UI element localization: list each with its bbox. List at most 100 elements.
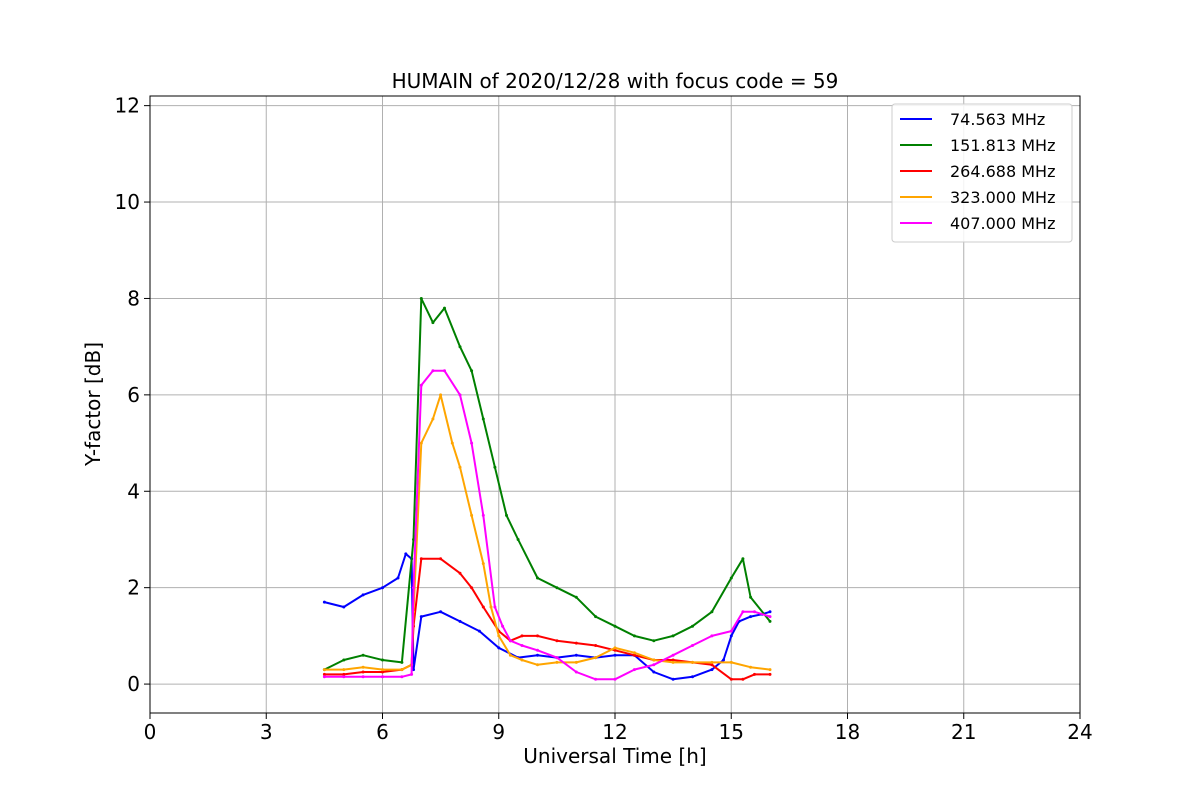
series-4-point xyxy=(710,660,714,664)
series-5-point xyxy=(361,675,365,679)
legend-label: 151.813 MHz xyxy=(950,136,1055,155)
x-axis-label: Universal Time [h] xyxy=(523,744,706,768)
series-2-point xyxy=(691,624,694,628)
series-4-point xyxy=(431,417,435,421)
series-1-point xyxy=(381,586,384,590)
series-3-point xyxy=(729,677,733,681)
series-2-point xyxy=(412,538,415,541)
series-5-point xyxy=(691,644,694,647)
series-3-point xyxy=(671,658,675,662)
series-2-point xyxy=(536,576,539,580)
y-axis-label: Y-factor [dB] xyxy=(81,342,105,467)
series-5-point xyxy=(400,675,404,679)
series-5-point xyxy=(381,675,384,679)
series-5-point xyxy=(508,639,512,643)
series-5-point xyxy=(520,644,524,647)
x-tick-label: 12 xyxy=(602,720,627,744)
y-tick-label: 6 xyxy=(127,383,140,407)
series-2-point xyxy=(493,465,497,469)
series-5-point xyxy=(753,610,756,614)
series-3-point xyxy=(381,670,384,674)
series-1-point xyxy=(768,610,772,614)
series-5-point xyxy=(443,369,446,373)
series-2-point xyxy=(361,653,365,657)
series-5-point xyxy=(501,624,505,628)
series-3-point xyxy=(753,672,756,676)
series-1-point xyxy=(396,576,400,580)
series-1-point xyxy=(652,670,656,674)
series-4-point xyxy=(458,465,462,469)
series-4-point xyxy=(322,668,326,672)
series-4-point xyxy=(342,668,346,672)
series-3-point xyxy=(741,677,745,681)
series-line-1 xyxy=(324,552,771,681)
series-3-point xyxy=(768,672,772,676)
series-1-point xyxy=(342,605,346,609)
series-1-point xyxy=(458,619,462,623)
series-3-point xyxy=(520,634,524,638)
series-3-point xyxy=(419,557,423,561)
chart-legend: 74.563 MHz 151.813 MHz 264.688 MHz 323.000 … xyxy=(891,103,1073,243)
series-4-point xyxy=(400,668,404,672)
y-tick-label: 4 xyxy=(127,479,140,503)
series-5-point xyxy=(458,393,462,397)
series-1-point xyxy=(477,629,481,633)
series-2-point xyxy=(381,658,384,662)
series-4-point xyxy=(594,656,598,660)
series-4-point xyxy=(450,441,454,445)
y-tick-label: 8 xyxy=(127,286,140,310)
series-2-point xyxy=(710,610,714,614)
data-series xyxy=(322,297,772,681)
series-3-point xyxy=(555,639,559,643)
series-3-point xyxy=(594,644,598,647)
series-2-point xyxy=(400,660,404,664)
series-1-point xyxy=(671,677,675,681)
series-3-point xyxy=(632,653,636,657)
series-2-point xyxy=(652,639,656,643)
series-3-point xyxy=(574,641,578,645)
series-5-point xyxy=(493,605,497,609)
series-3-point xyxy=(439,557,443,561)
y-tick-label: 0 xyxy=(127,672,140,696)
series-2-point xyxy=(555,586,559,590)
series-3-point xyxy=(322,672,326,676)
series-4-point xyxy=(729,660,733,664)
series-4-point xyxy=(749,665,753,669)
series-2-point xyxy=(516,538,520,541)
series-2-point xyxy=(671,634,675,638)
series-2-point xyxy=(481,417,485,421)
series-3-point xyxy=(361,670,365,674)
series-5-point xyxy=(671,653,675,657)
series-1-point xyxy=(729,634,733,638)
legend-label: 323.000 MHz xyxy=(950,188,1055,207)
y-tick-label: 2 xyxy=(127,576,140,600)
series-5-point xyxy=(481,513,485,517)
series-5-point xyxy=(741,610,745,614)
series-3-point xyxy=(470,586,474,590)
series-1-point xyxy=(497,646,501,650)
x-tick-label: 3 xyxy=(260,720,273,744)
series-1-point xyxy=(419,615,423,619)
series-5-point xyxy=(322,675,326,679)
series-1-point xyxy=(412,668,415,672)
series-5-point xyxy=(632,668,636,672)
series-5-point xyxy=(412,586,415,590)
series-2-point xyxy=(431,321,435,325)
x-tick-label: 18 xyxy=(835,720,860,744)
legend-label: 407.000 MHz xyxy=(950,214,1055,233)
series-1-point xyxy=(439,610,443,614)
series-1-point xyxy=(404,552,408,556)
series-3-point xyxy=(342,672,346,676)
series-2-point xyxy=(594,615,598,619)
series-2-point xyxy=(443,306,446,310)
series-3-point xyxy=(613,648,617,652)
series-5-point xyxy=(431,369,435,373)
series-3-point xyxy=(536,634,539,638)
series-5-point xyxy=(768,615,772,619)
series-3-point xyxy=(458,571,462,575)
series-2-point xyxy=(741,557,745,561)
x-tick-label: 24 xyxy=(1067,720,1092,744)
series-1-point xyxy=(361,593,365,597)
